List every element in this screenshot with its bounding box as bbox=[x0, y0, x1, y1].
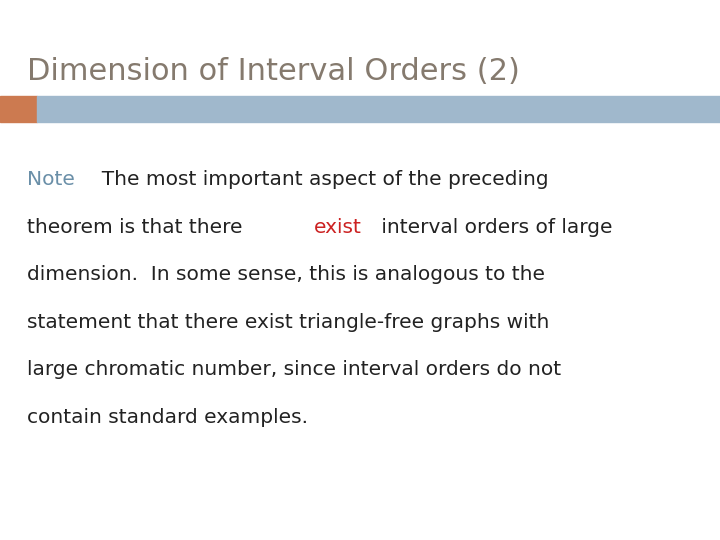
Text: exist: exist bbox=[314, 218, 361, 237]
Text: large chromatic number, since interval orders do not: large chromatic number, since interval o… bbox=[27, 360, 562, 379]
Text: interval orders of large: interval orders of large bbox=[375, 218, 613, 237]
Bar bbox=[0, 96, 37, 122]
Text: Dimension of Interval Orders (2): Dimension of Interval Orders (2) bbox=[27, 57, 521, 86]
Text: The most important aspect of the preceding: The most important aspect of the precedi… bbox=[89, 170, 549, 189]
Text: theorem is that there: theorem is that there bbox=[27, 218, 249, 237]
Text: Note: Note bbox=[27, 170, 75, 189]
Text: dimension.  In some sense, this is analogous to the: dimension. In some sense, this is analog… bbox=[27, 265, 545, 284]
Bar bbox=[37, 96, 720, 122]
Text: statement that there exist triangle-free graphs with: statement that there exist triangle-free… bbox=[27, 313, 550, 332]
Text: contain standard examples.: contain standard examples. bbox=[27, 408, 308, 427]
